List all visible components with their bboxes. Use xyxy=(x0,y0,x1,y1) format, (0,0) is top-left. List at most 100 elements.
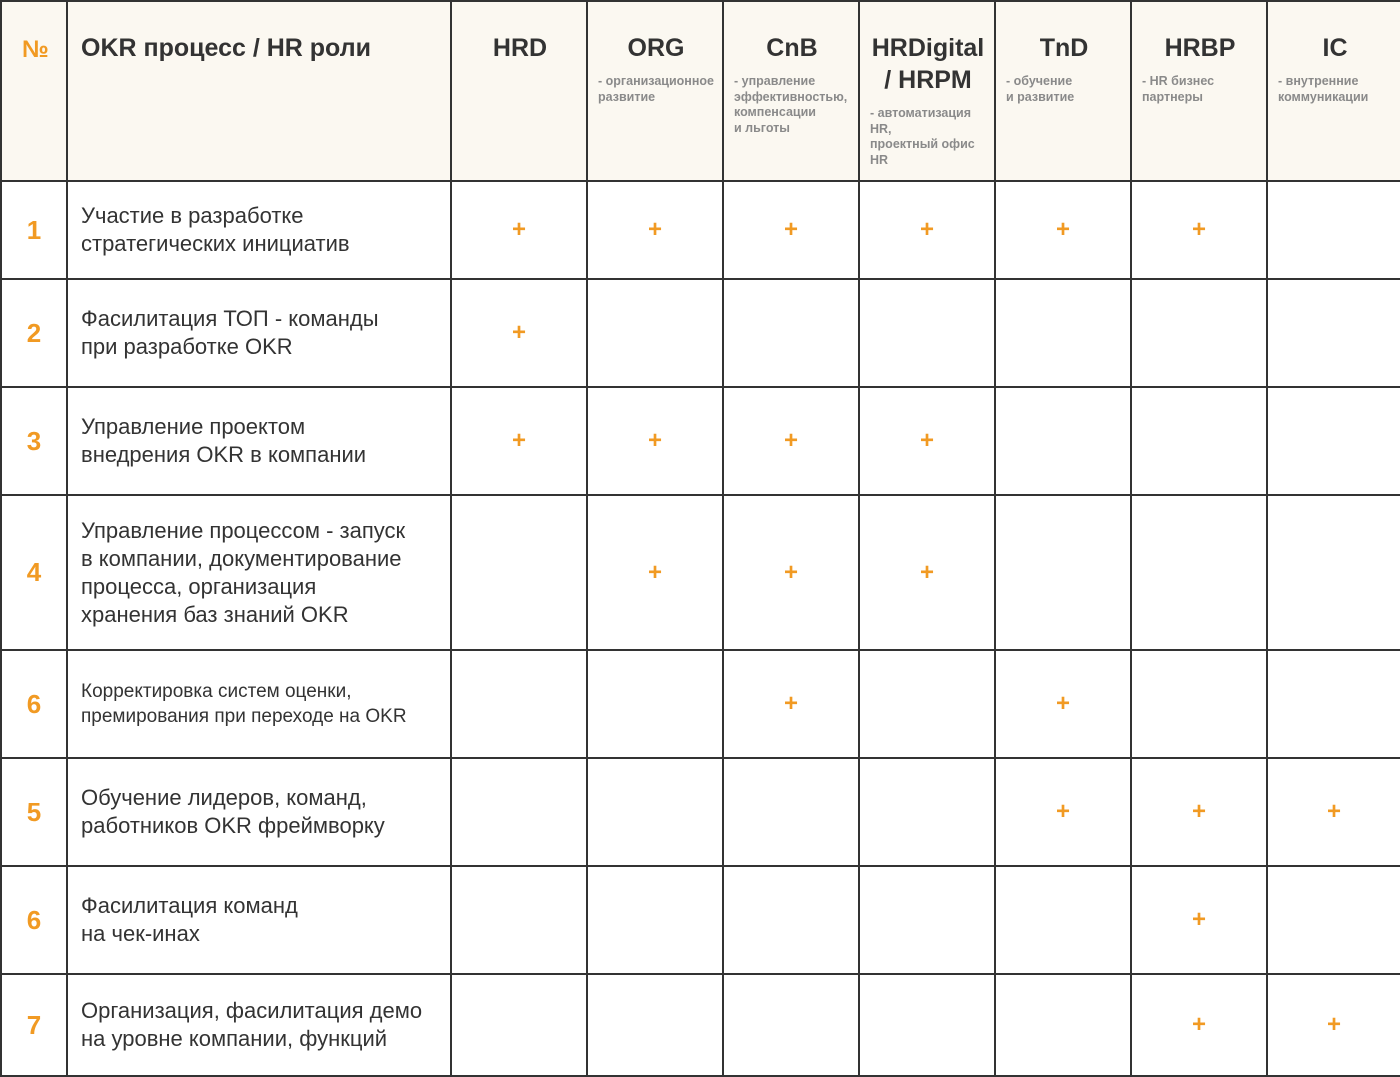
plus-mark: + xyxy=(1130,973,1268,1077)
empty-cell xyxy=(1266,494,1400,651)
row-number: 3 xyxy=(0,386,68,496)
role-header-hrbp: HRBP - HR бизнес партнеры xyxy=(1130,0,1268,182)
table-row: 1 Участие в разработке стратегических ини… xyxy=(0,180,1400,280)
plus-mark: + xyxy=(722,649,860,759)
plus-mark: + xyxy=(1266,973,1400,1077)
number-column-header: № xyxy=(0,0,68,182)
row-number: 6 xyxy=(0,649,68,759)
role-description: - управление эффективностью, компенсации… xyxy=(734,74,848,135)
empty-cell xyxy=(994,278,1132,388)
row-number: 5 xyxy=(0,757,68,867)
empty-cell xyxy=(1130,278,1268,388)
role-description: - внутренние коммуникации xyxy=(1278,74,1369,104)
process-column-header: OKR процесс / HR роли xyxy=(66,0,452,182)
role-header-cnb: CnB - управление эффективностью, компенса… xyxy=(722,0,860,182)
process-name: Управление проектом внедрения OKR в комп… xyxy=(66,386,452,496)
role-name: IC xyxy=(1322,34,1348,62)
plus-mark: + xyxy=(858,494,996,651)
empty-cell xyxy=(586,649,724,759)
process-name: Участие в разработке стратегических иниц… xyxy=(66,180,452,280)
header-row: № OKR процесс / HR роли HRD ORG - организа… xyxy=(0,0,1400,182)
plus-mark: + xyxy=(858,180,996,280)
empty-cell xyxy=(994,494,1132,651)
plus-mark: + xyxy=(1130,180,1268,280)
empty-cell xyxy=(1130,386,1268,496)
plus-mark: + xyxy=(858,386,996,496)
plus-mark: + xyxy=(722,180,860,280)
role-name: ORG xyxy=(627,34,685,62)
empty-cell xyxy=(858,278,996,388)
empty-cell xyxy=(994,386,1132,496)
empty-cell xyxy=(586,973,724,1077)
plus-mark: + xyxy=(586,494,724,651)
table-row: 3 Управление проектом внедрения OKR в ком… xyxy=(0,386,1400,496)
role-header-hrd: HRD xyxy=(450,0,588,182)
role-name: CnB xyxy=(766,34,818,62)
table-row: 6 Фасилитация команд на чек-инах + xyxy=(0,865,1400,975)
table-row: 6 Корректировка систем оценки, премирован… xyxy=(0,649,1400,759)
empty-cell xyxy=(1130,649,1268,759)
empty-cell xyxy=(1266,180,1400,280)
process-name: Фасилитация команд на чек-инах xyxy=(66,865,452,975)
role-description: - организационное развитие xyxy=(598,74,714,104)
role-header-ic: IC - внутренние коммуникации xyxy=(1266,0,1400,182)
role-name: HRBP xyxy=(1164,34,1236,62)
empty-cell xyxy=(586,865,724,975)
plus-mark: + xyxy=(1130,757,1268,867)
plus-mark: + xyxy=(1266,757,1400,867)
process-name: Фасилитация ТОП - команды при разработке… xyxy=(66,278,452,388)
empty-cell xyxy=(1266,865,1400,975)
empty-cell xyxy=(1266,386,1400,496)
plus-mark: + xyxy=(994,180,1132,280)
process-name: Организация, фасилитация демо на уровне … xyxy=(66,973,452,1077)
empty-cell xyxy=(722,757,860,867)
empty-cell xyxy=(586,278,724,388)
process-name: Обучение лидеров, команд, работников OKR… xyxy=(66,757,452,867)
empty-cell xyxy=(858,865,996,975)
role-name: HRDigital / HRPM xyxy=(871,34,985,94)
plus-mark: + xyxy=(450,386,588,496)
empty-cell xyxy=(450,649,588,759)
empty-cell xyxy=(450,973,588,1077)
row-number: 6 xyxy=(0,865,68,975)
table-row: 2 Фасилитация ТОП - команды при разработк… xyxy=(0,278,1400,388)
role-name: TnD xyxy=(1039,34,1089,62)
empty-cell xyxy=(1130,494,1268,651)
plus-mark: + xyxy=(586,386,724,496)
table-row: 7 Организация, фасилитация демо на уровне… xyxy=(0,973,1400,1077)
empty-cell xyxy=(858,757,996,867)
table-row: 4 Управление процессом - запуск в компани… xyxy=(0,494,1400,651)
plus-mark: + xyxy=(450,278,588,388)
role-description: - автоматизация HR, проектный офис HR xyxy=(870,106,975,167)
row-number: 4 xyxy=(0,494,68,651)
process-name: Управление процессом - запуск в компании… xyxy=(66,494,452,651)
plus-mark: + xyxy=(994,757,1132,867)
row-number: 7 xyxy=(0,973,68,1077)
process-name: Корректировка систем оценки, премировани… xyxy=(66,649,452,759)
empty-cell xyxy=(450,494,588,651)
table-body: 1 Участие в разработке стратегических ини… xyxy=(0,180,1400,1077)
row-number: 1 xyxy=(0,180,68,280)
plus-mark: + xyxy=(722,494,860,651)
role-description: - обучение и развитие xyxy=(1006,74,1075,104)
plus-mark: + xyxy=(450,180,588,280)
role-header-org: ORG - организационное развитие xyxy=(586,0,724,182)
empty-cell xyxy=(994,973,1132,1077)
empty-cell xyxy=(722,865,860,975)
empty-cell xyxy=(722,278,860,388)
role-description: - HR бизнес партнеры xyxy=(1142,74,1215,104)
plus-mark: + xyxy=(1130,865,1268,975)
role-header-tnd: TnD - обучение и развитие xyxy=(994,0,1132,182)
empty-cell xyxy=(858,973,996,1077)
empty-cell xyxy=(722,973,860,1077)
table-row: 5 Обучение лидеров, команд, работников OK… xyxy=(0,757,1400,867)
role-name: HRD xyxy=(492,34,548,62)
plus-mark: + xyxy=(722,386,860,496)
empty-cell xyxy=(1266,278,1400,388)
empty-cell xyxy=(586,757,724,867)
role-header-hrdigital: HRDigital / HRPM - автоматизация HR, прое… xyxy=(858,0,996,182)
plus-mark: + xyxy=(994,649,1132,759)
empty-cell xyxy=(450,757,588,867)
empty-cell xyxy=(1266,649,1400,759)
